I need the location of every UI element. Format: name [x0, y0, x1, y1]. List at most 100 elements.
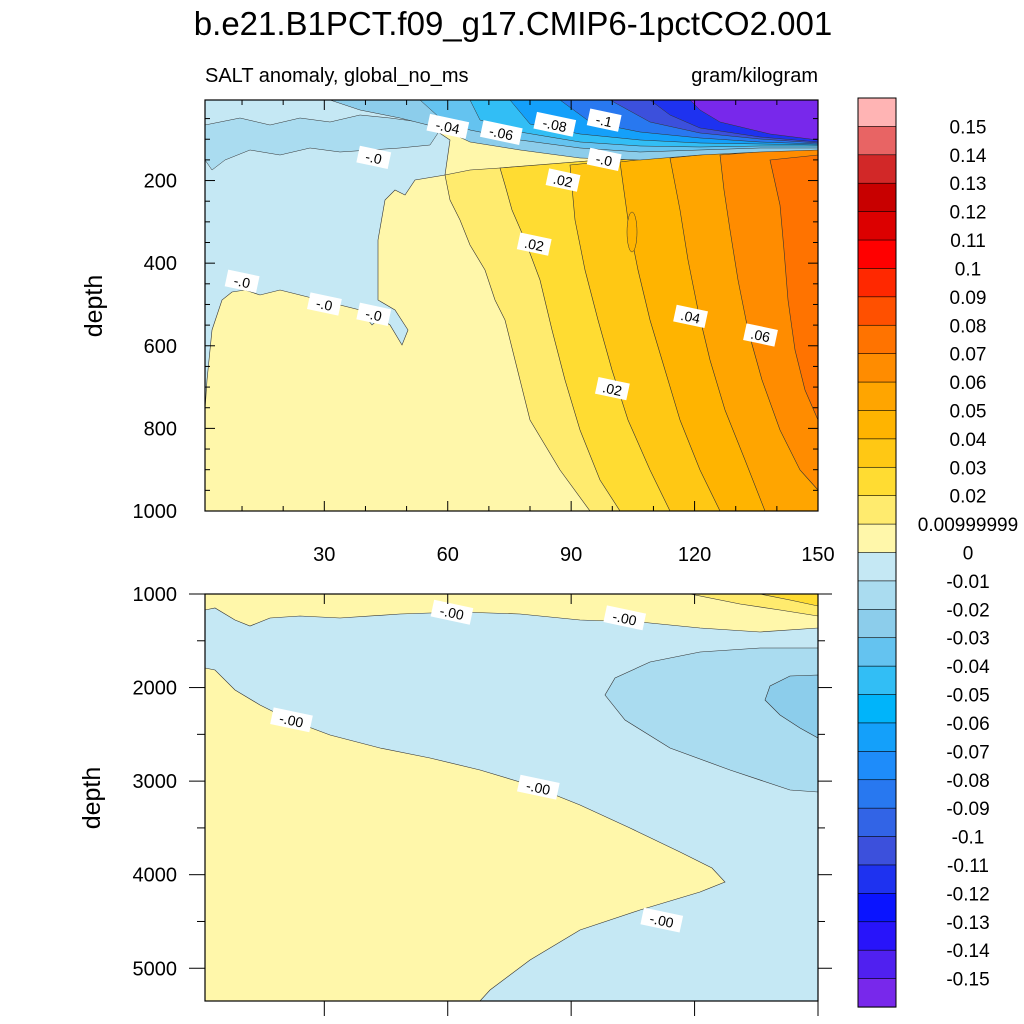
lower-plot-frame — [204, 593, 819, 1002]
colorbar-swatch — [857, 211, 897, 241]
colorbar-label: 0.05 — [950, 401, 987, 422]
colorbar-swatch — [857, 779, 897, 809]
colorbar-swatch — [857, 296, 897, 326]
colorbar-swatch — [857, 665, 897, 696]
colorbar-swatch — [857, 495, 897, 525]
colorbar-label: -0.09 — [946, 799, 989, 820]
colorbar-swatch — [857, 438, 897, 468]
upper-y-tick-label: 400 — [144, 253, 177, 275]
colorbar-label: -0.06 — [946, 714, 989, 735]
left-subtitle: SALT anomaly, global_no_ms — [205, 65, 469, 87]
lower-y-axis-label: depth — [78, 767, 106, 830]
colorbar-swatch — [857, 97, 897, 128]
colorbar-swatch — [857, 694, 897, 724]
contour-label-text: -.0 — [594, 150, 614, 169]
colorbar-label: 0.04 — [950, 430, 987, 451]
contour-label-text: -.1 — [594, 111, 614, 130]
contour-label-box — [586, 147, 622, 172]
colorbar-label: 0.11 — [950, 231, 986, 252]
contour-label: -.0 — [356, 145, 392, 169]
upper-panel: -.04 -.06 -.08 -.1 -.0 -.0 .02 .02 -.0 -.0 -.0 .04.… — [80, 99, 835, 566]
units-subtitle: gram/kilogram — [691, 65, 818, 87]
contour-label-text: -.08 — [541, 114, 568, 135]
upper-plot-frame — [204, 99, 819, 512]
colorbar-swatch — [857, 580, 897, 610]
colorbar-label: 0.09 — [950, 288, 987, 309]
fill-level-neg02-blobs — [205, 114, 441, 171]
upper-x-tick-label: 150 — [801, 544, 834, 566]
upper-contour-fills — [205, 100, 818, 511]
colorbar-swatch — [857, 523, 897, 554]
colorbar-label: -0.1 — [952, 828, 985, 849]
upper-y-tick-label: 600 — [144, 336, 177, 358]
upper-y-axis-label: depth — [80, 275, 108, 338]
contour-label-box — [224, 269, 260, 293]
upper-x-tick-label: 90 — [560, 544, 582, 566]
contour-label: -.04 — [426, 113, 470, 139]
contour-label: .02 — [594, 377, 630, 401]
blob-04 — [626, 211, 638, 253]
fill-level-07 — [769, 154, 818, 421]
lower-y-tick-label: 2000 — [133, 678, 178, 700]
colorbar-label: 0.12 — [950, 203, 987, 224]
contour-label-text: .02 — [601, 379, 624, 399]
colorbar-label: -0.08 — [946, 771, 989, 792]
contour-label: -.00 — [270, 707, 313, 733]
lower-y-tick-label: 4000 — [133, 865, 178, 887]
colorbar-swatch — [857, 154, 897, 184]
colorbar-label: -0.13 — [946, 913, 989, 934]
contour-label-box — [533, 111, 577, 137]
contour-label-text: .02 — [552, 171, 575, 191]
upper-y-tick-label: 800 — [144, 418, 177, 440]
contour-label: -.00 — [603, 605, 647, 631]
contour-label-text: -.04 — [434, 117, 461, 138]
colorbar-swatch — [857, 552, 897, 582]
colorbar-swatch — [857, 381, 897, 412]
contour-label: -.0 — [356, 302, 392, 326]
contour-label-box — [270, 707, 313, 733]
colorbar-label: -0.05 — [946, 686, 989, 707]
contour-label-box — [603, 605, 647, 631]
colorbar-label: -0.15 — [946, 970, 989, 991]
lower-y-tick-label: 5000 — [133, 958, 178, 980]
colorbar-label: -0.14 — [946, 941, 990, 962]
lower-y-tick-label: 3000 — [133, 771, 178, 793]
contour-label-text: .06 — [749, 326, 772, 346]
contour-label: -.06 — [479, 120, 523, 146]
colorbar-swatch — [857, 893, 897, 923]
contour-label: -.1 — [586, 108, 622, 132]
contour-label-text: .02 — [523, 235, 546, 255]
contour-label-box — [356, 145, 392, 169]
contour-label-box — [640, 907, 684, 933]
contour-label: .06 — [743, 323, 778, 347]
colorbar-label: 0.14 — [950, 146, 987, 167]
contour-label-box — [673, 304, 708, 329]
contour-label-box — [426, 113, 470, 139]
contour-label-box — [517, 774, 560, 800]
colorbar-label: -0.03 — [946, 629, 989, 650]
contour-label: -.00 — [430, 599, 474, 625]
fill-level-02-corner — [759, 594, 818, 607]
colorbar-swatch — [857, 324, 897, 355]
colorbar-label: -0.02 — [946, 600, 989, 621]
contour-label-text: -.00 — [438, 602, 465, 623]
contour-label-text: -.00 — [648, 910, 675, 931]
upper-x-tick-label: 30 — [313, 544, 335, 566]
colorbar-label: 0.03 — [950, 458, 987, 479]
fill-level-0-top — [205, 594, 818, 633]
contour-label-box — [586, 108, 622, 132]
colorbar-label: -0.07 — [946, 742, 989, 763]
colorbar-swatch — [857, 836, 897, 866]
colorbar-label: -0.04 — [946, 657, 990, 678]
colorbar-swatch — [857, 239, 897, 270]
colorbar-label: 0 — [963, 544, 974, 565]
lower-y-tick-label: 1000 — [133, 584, 178, 606]
fill-level-neg02 — [604, 647, 818, 793]
colorbar: 0.15 0.14 0.13 0.12 0.11 0.1 0.09 0.08 0.07 0.06 0… — [857, 97, 1018, 1008]
upper-y-tick-label: 1000 — [133, 501, 178, 523]
contour-label-box — [545, 168, 581, 192]
colorbar-swatch — [857, 864, 897, 894]
contour-label: -.0 — [306, 292, 342, 316]
colorbar-frame — [857, 97, 897, 1008]
